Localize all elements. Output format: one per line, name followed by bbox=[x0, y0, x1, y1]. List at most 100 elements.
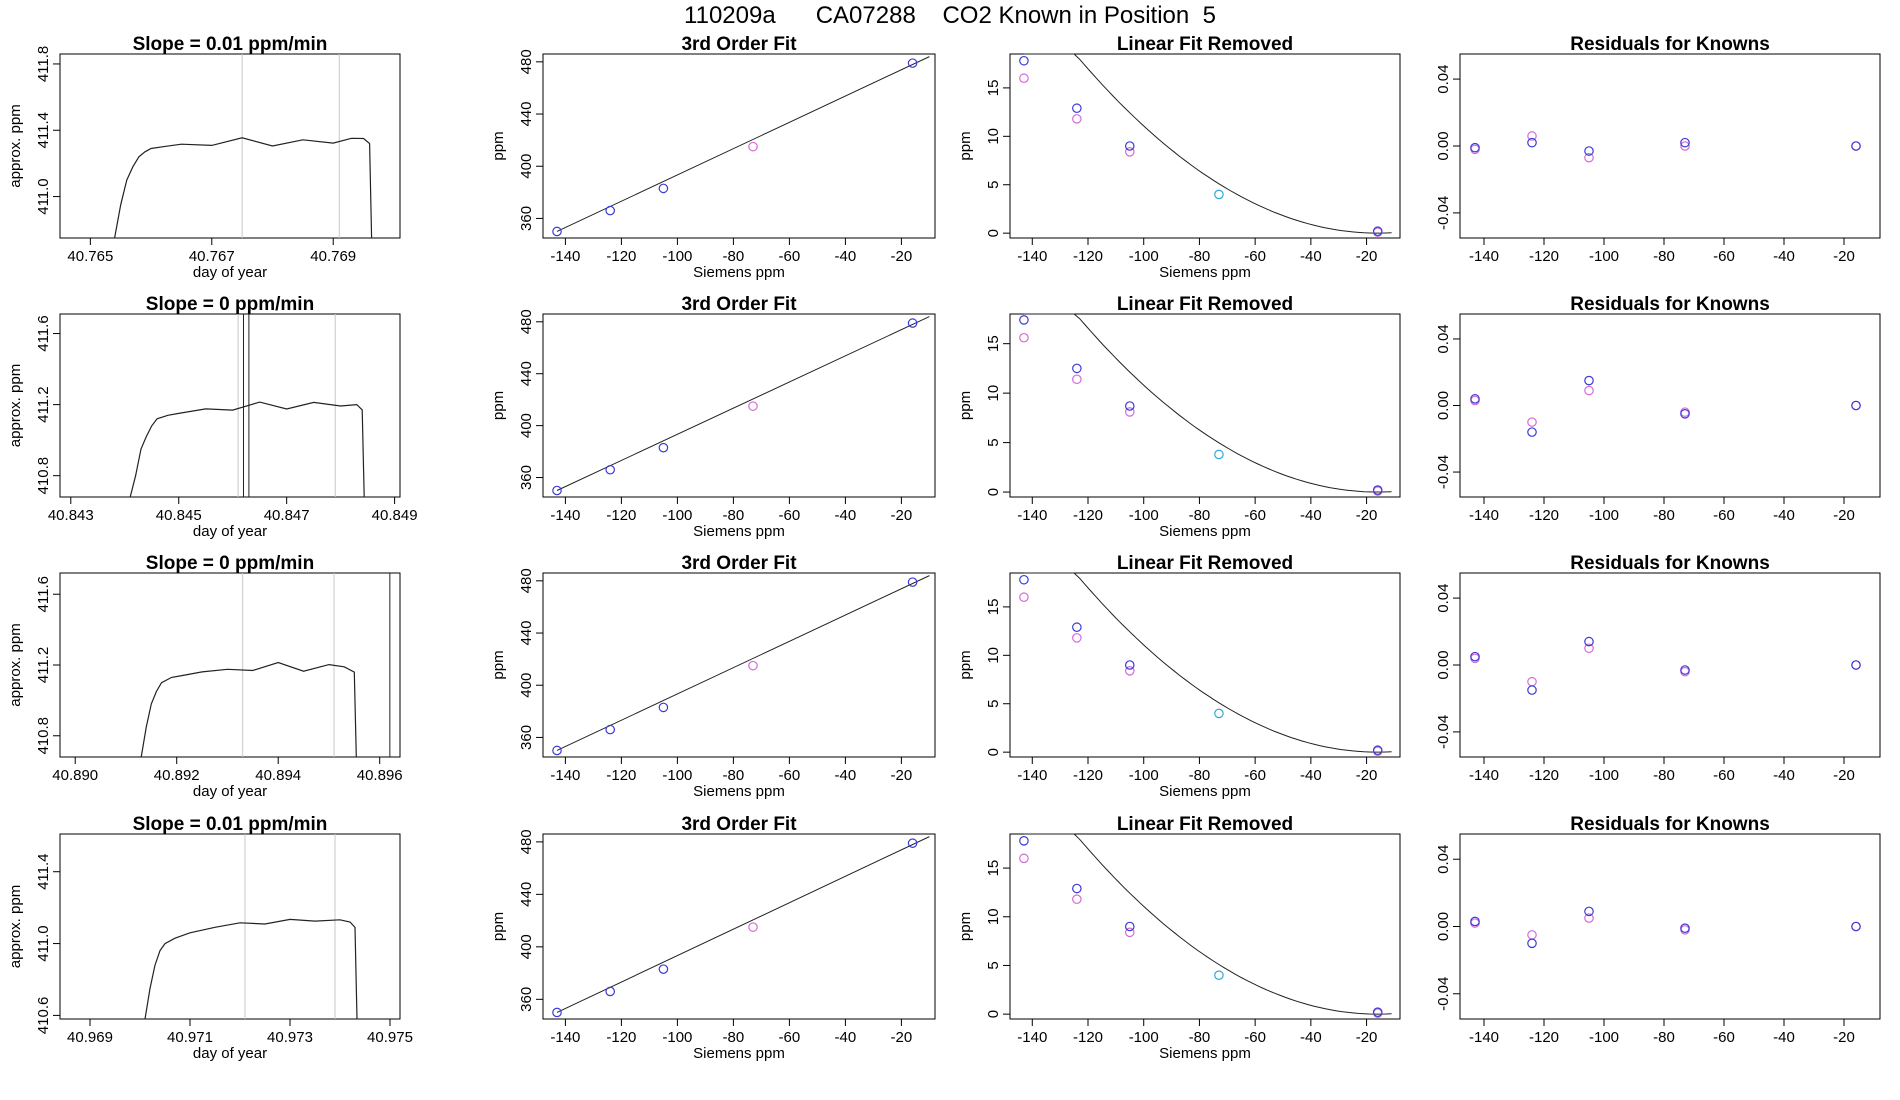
page-title: 110209a CA07288 CO2 Known in Position 5 bbox=[684, 2, 1216, 29]
y-axis-label: approx. ppm bbox=[7, 104, 24, 187]
y-tick-label: -0.04 bbox=[1435, 977, 1452, 1011]
known-point bbox=[1019, 592, 1029, 603]
x-tick-label: -40 bbox=[1300, 1029, 1322, 1046]
x-tick-label: -120 bbox=[606, 248, 636, 265]
panel-title: Linear Fit Removed bbox=[1117, 814, 1293, 835]
y-axis-label: ppm bbox=[490, 650, 507, 679]
known-point bbox=[1527, 417, 1537, 427]
y-tick-label: 10 bbox=[985, 385, 1002, 402]
fit-curve bbox=[556, 575, 930, 751]
y-tick-label: 10 bbox=[985, 908, 1002, 925]
fit-curve bbox=[1023, 313, 1392, 493]
fit-point bbox=[1019, 836, 1029, 846]
panel-title: Slope = 0 ppm/min bbox=[146, 294, 314, 315]
panel-title: Linear Fit Removed bbox=[1117, 294, 1293, 315]
known-point bbox=[1019, 73, 1029, 84]
reference-point bbox=[1214, 449, 1224, 460]
fit-curve bbox=[556, 316, 930, 491]
plot-frame bbox=[59, 313, 401, 498]
x-tick-label: -60 bbox=[1244, 507, 1266, 524]
panel-trace-2: Slope = 0 ppm/min 40.843 40.845 40.847 40.84… bbox=[7, 294, 418, 540]
fit-point bbox=[658, 442, 669, 453]
fit-point bbox=[1019, 574, 1029, 585]
x-tick-label: -20 bbox=[1833, 767, 1855, 784]
known-point bbox=[1584, 913, 1594, 923]
y-tick-label: -0.04 bbox=[1435, 715, 1452, 749]
fit-point bbox=[1584, 906, 1594, 917]
x-tick-label: -80 bbox=[723, 507, 745, 524]
plot-frame bbox=[59, 53, 401, 239]
plot-frame bbox=[1009, 833, 1401, 1020]
x-tick-label: -140 bbox=[1469, 507, 1499, 524]
fit-point bbox=[658, 964, 669, 974]
x-tick-label: -120 bbox=[1073, 248, 1103, 265]
y-axis-label: ppm bbox=[957, 391, 974, 420]
y-tick-label: 411.0 bbox=[35, 178, 52, 214]
fit-point bbox=[1072, 622, 1082, 633]
y-axis-label: ppm bbox=[957, 650, 974, 679]
x-tick-label: -80 bbox=[723, 767, 745, 784]
panel-title: Residuals for Knowns bbox=[1570, 553, 1770, 574]
x-tick-label: -80 bbox=[1653, 507, 1675, 524]
y-tick-label: 410.6 bbox=[35, 997, 52, 1035]
known-point bbox=[1124, 147, 1135, 157]
y-tick-label: 480 bbox=[518, 829, 535, 854]
y-tick-label: 360 bbox=[518, 206, 535, 231]
known-point bbox=[748, 660, 758, 671]
x-tick-label: 40.973 bbox=[267, 1029, 313, 1046]
x-tick-label: -140 bbox=[1469, 248, 1499, 265]
panel-trace-4: Slope = 0.01 ppm/min 40.969 40.971 40.973 40… bbox=[7, 814, 413, 1062]
y-tick-label: 0.04 bbox=[1435, 324, 1452, 353]
x-tick-label: -140 bbox=[1469, 767, 1499, 784]
x-tick-label: -60 bbox=[1244, 1029, 1266, 1046]
x-tick-label: -80 bbox=[1653, 248, 1675, 265]
fit-point bbox=[1072, 883, 1082, 894]
y-tick-label: 480 bbox=[518, 568, 535, 593]
series-line bbox=[144, 918, 358, 1020]
y-tick-label: 0 bbox=[985, 488, 1002, 496]
known-point bbox=[748, 141, 758, 152]
y-tick-label: -0.04 bbox=[1435, 196, 1452, 230]
panel-title: 3rd Order Fit bbox=[681, 553, 797, 574]
fit-point bbox=[907, 838, 918, 848]
fit-point bbox=[1680, 409, 1690, 419]
x-tick-label: -60 bbox=[1244, 248, 1266, 265]
x-tick-label: -80 bbox=[723, 248, 745, 265]
x-tick-label: -60 bbox=[1713, 248, 1735, 265]
y-tick-label: 15 bbox=[985, 80, 1002, 97]
fit-point bbox=[1851, 141, 1861, 151]
fit-point bbox=[1072, 363, 1082, 374]
x-tick-label: -120 bbox=[1529, 767, 1559, 784]
x-tick-label: -60 bbox=[779, 507, 801, 524]
x-tick-label: -40 bbox=[1300, 507, 1322, 524]
x-axis-label: day of year bbox=[193, 523, 267, 540]
fit-curve bbox=[1023, 53, 1392, 234]
x-tick-label: -100 bbox=[1129, 767, 1159, 784]
fit-point bbox=[1851, 660, 1861, 670]
known-point bbox=[1072, 114, 1082, 124]
x-tick-label: -140 bbox=[550, 1029, 580, 1046]
known-point bbox=[1072, 633, 1082, 643]
y-tick-label: 410.8 bbox=[35, 717, 52, 755]
panel-title: Slope = 0.01 ppm/min bbox=[133, 814, 328, 835]
panel-res-2: Residuals for Knowns -140 -120 -100 -80 -60 -4… bbox=[1435, 294, 1881, 524]
fit-point bbox=[1527, 137, 1537, 148]
panel-title: Slope = 0.01 ppm/min bbox=[133, 34, 328, 55]
fit-point bbox=[552, 745, 562, 756]
x-tick-label: -140 bbox=[550, 248, 580, 265]
fit-point bbox=[1584, 146, 1594, 156]
x-tick-label: 40.892 bbox=[154, 767, 200, 784]
fit-point bbox=[907, 318, 918, 328]
plot-frame bbox=[1009, 572, 1401, 758]
x-tick-label: -40 bbox=[1773, 1029, 1795, 1046]
fit-point bbox=[907, 577, 918, 587]
x-tick-label: -60 bbox=[779, 1029, 801, 1046]
x-tick-label: -20 bbox=[1833, 248, 1855, 265]
fit-point bbox=[1470, 142, 1480, 153]
plot-frame bbox=[59, 833, 401, 1020]
x-tick-label: -100 bbox=[1129, 248, 1159, 265]
y-tick-label: 15 bbox=[985, 860, 1002, 877]
fit-curve bbox=[1023, 572, 1392, 753]
fit-point bbox=[1372, 485, 1383, 495]
fit-point bbox=[605, 724, 615, 735]
